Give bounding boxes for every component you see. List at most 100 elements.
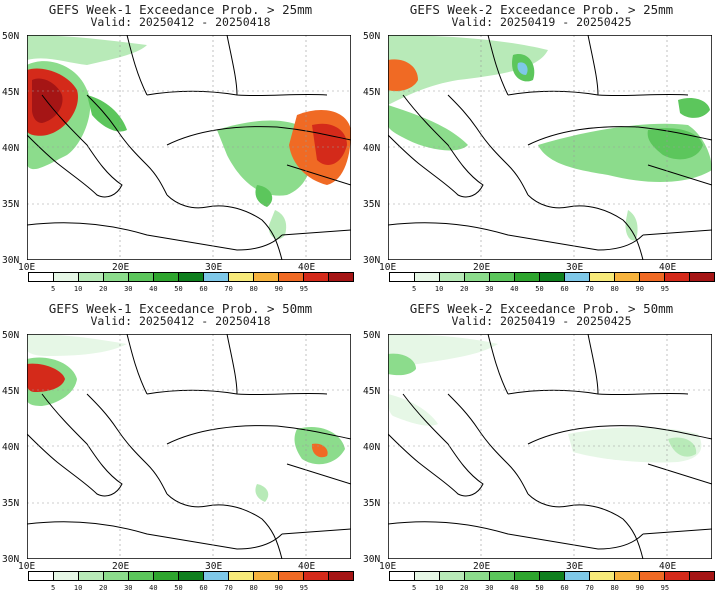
lon-label: 30E <box>566 262 584 273</box>
panel-week2-25mm: GEFS Week-2 Exceedance Prob. > 25mm Vali… <box>361 0 722 299</box>
colorbar-swatch <box>615 273 640 281</box>
colorbar-swatch <box>79 273 104 281</box>
colorbar-swatch <box>304 572 329 580</box>
lon-label: 40E <box>659 561 677 572</box>
colorbar-label: 50 <box>535 584 544 592</box>
colorbar-swatch <box>565 273 590 281</box>
lon-label: 20E <box>473 262 491 273</box>
lon-label: 20E <box>112 561 130 572</box>
colorbar-swatch <box>54 273 79 281</box>
probability-map <box>388 334 712 559</box>
lon-label: 40E <box>298 561 316 572</box>
colorbar-swatch <box>615 572 640 580</box>
panel-title: GEFS Week-1 Exceedance Prob. > 50mm <box>48 301 313 316</box>
colorbar-label: 40 <box>149 584 158 592</box>
lat-label: 35N <box>2 199 20 210</box>
lat-label: 40N <box>2 143 20 154</box>
lat-label: 50N <box>363 330 381 341</box>
colorbar-label: 95 <box>299 584 309 592</box>
colorbar-label: 70 <box>585 584 594 592</box>
colorbar-swatch <box>690 273 714 281</box>
lat-label: 40N <box>363 143 381 154</box>
panel-title: GEFS Week-2 Exceedance Prob. > 50mm <box>409 301 674 316</box>
colorbar-label: 80 <box>610 285 619 293</box>
colorbar-label: 50 <box>535 285 544 293</box>
colorbar-label: 60 <box>560 584 569 592</box>
lat-label: 35N <box>2 498 20 509</box>
colorbar-swatch <box>465 572 490 580</box>
colorbar-swatch <box>515 572 540 580</box>
lon-label: 20E <box>112 262 130 273</box>
colorbar-label: 30 <box>485 584 494 592</box>
panel-week2-50mm: GEFS Week-2 Exceedance Prob. > 50mm Vali… <box>361 299 722 598</box>
colorbar-swatch <box>329 572 353 580</box>
panel-valid-dates: Valid: 20250412 - 20250418 <box>90 15 271 29</box>
colorbar-swatch <box>104 572 129 580</box>
colorbar-swatch <box>440 273 465 281</box>
colorbar-swatch <box>590 273 615 281</box>
colorbar <box>389 571 715 581</box>
panel-valid-dates: Valid: 20250419 - 20250425 <box>451 314 632 328</box>
colorbar-swatch <box>129 273 154 281</box>
colorbar-swatch <box>540 572 565 580</box>
lat-label: 45N <box>2 87 20 98</box>
colorbar-swatch <box>665 572 690 580</box>
colorbar-swatch <box>229 572 254 580</box>
lon-label: 30E <box>205 561 223 572</box>
colorbar <box>28 272 354 282</box>
colorbar-label: 10 <box>434 285 444 293</box>
colorbar-swatch <box>204 273 229 281</box>
colorbar-swatch <box>490 273 515 281</box>
colorbar-label: 5 <box>50 584 56 592</box>
lon-label: 10E <box>18 262 36 273</box>
panel-week1-25mm: GEFS Week-1 Exceedance Prob. > 25mm Vali… <box>0 0 361 299</box>
colorbar-label: 90 <box>635 285 644 293</box>
panel-valid-dates: Valid: 20250419 - 20250425 <box>451 15 632 29</box>
colorbar-label: 50 <box>174 285 183 293</box>
probability-map <box>27 35 351 260</box>
colorbar-swatch <box>690 572 714 580</box>
colorbar <box>389 272 715 282</box>
lat-label: 35N <box>363 498 381 509</box>
colorbar-label: 95 <box>660 285 670 293</box>
lon-label: 30E <box>566 561 584 572</box>
colorbar-swatch <box>465 273 490 281</box>
colorbar-label: 20 <box>99 584 108 592</box>
colorbar-swatch <box>79 572 104 580</box>
colorbar-swatch <box>390 273 415 281</box>
colorbar-swatch <box>204 572 229 580</box>
lat-label: 30N <box>363 255 381 266</box>
lat-label: 35N <box>363 199 381 210</box>
colorbar-label: 60 <box>199 285 208 293</box>
colorbar-label: 70 <box>224 584 233 592</box>
lat-label: 30N <box>2 554 20 565</box>
colorbar-label: 80 <box>249 285 258 293</box>
colorbar-label: 40 <box>149 285 158 293</box>
colorbar-label: 90 <box>274 285 283 293</box>
colorbar-label: 5 <box>50 285 56 293</box>
colorbar-swatch <box>304 273 329 281</box>
colorbar-label: 5 <box>411 584 417 592</box>
colorbar-label: 20 <box>460 285 469 293</box>
colorbar-swatch <box>254 572 279 580</box>
colorbar-label: 90 <box>274 584 283 592</box>
colorbar-label: 90 <box>635 584 644 592</box>
colorbar-swatch <box>29 273 54 281</box>
lat-label: 45N <box>2 386 20 397</box>
colorbar-swatch <box>565 572 590 580</box>
colorbar-label: 30 <box>485 285 494 293</box>
colorbar-swatch <box>390 572 415 580</box>
colorbar-label: 50 <box>174 584 183 592</box>
colorbar-label: 40 <box>510 584 519 592</box>
colorbar-swatch <box>640 273 665 281</box>
colorbar-label: 80 <box>249 584 258 592</box>
lat-label: 30N <box>2 255 20 266</box>
lon-label: 10E <box>379 262 397 273</box>
colorbar-label: 10 <box>73 584 83 592</box>
colorbar-label: 10 <box>73 285 83 293</box>
lat-label: 45N <box>363 87 381 98</box>
colorbar-swatch <box>54 572 79 580</box>
lat-label: 50N <box>2 31 20 42</box>
colorbar-swatch <box>179 273 204 281</box>
colorbar-swatch <box>254 273 279 281</box>
